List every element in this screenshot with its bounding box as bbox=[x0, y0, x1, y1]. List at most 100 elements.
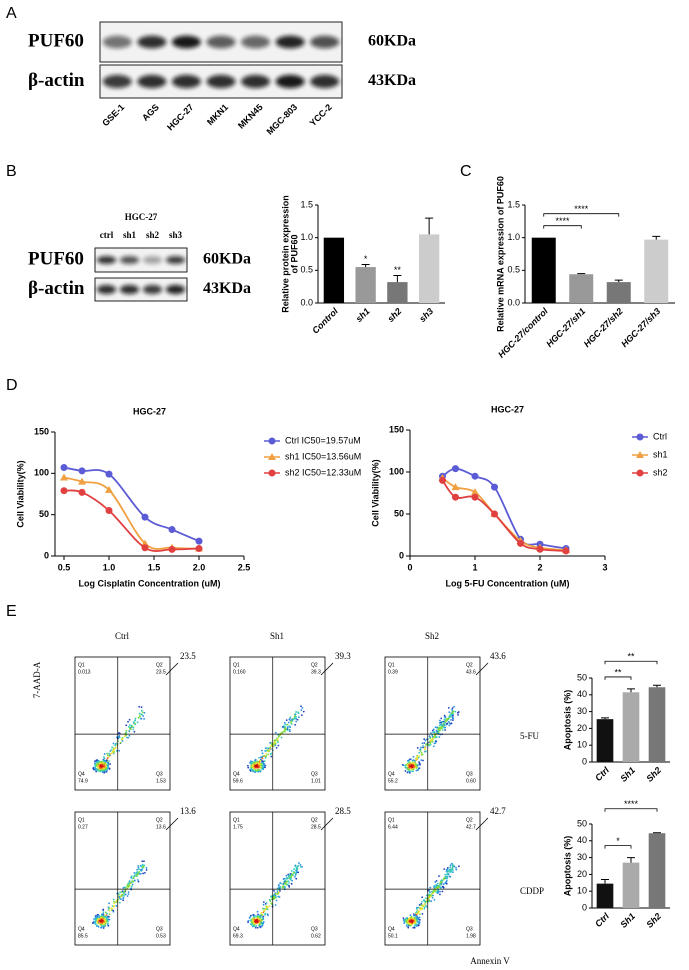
event-dot bbox=[143, 718, 145, 720]
event-dot bbox=[438, 875, 440, 877]
blot-band bbox=[96, 284, 117, 295]
event-dot bbox=[112, 898, 115, 901]
panel-label: B bbox=[6, 163, 17, 180]
event-dot bbox=[131, 883, 134, 886]
event-dot bbox=[102, 756, 105, 758]
event-dot bbox=[439, 729, 441, 732]
event-dot bbox=[288, 882, 291, 884]
event-dot bbox=[265, 902, 268, 904]
quadrant-name: Q1 bbox=[388, 817, 395, 823]
event-dot bbox=[250, 760, 252, 763]
event-dot bbox=[101, 920, 104, 923]
event-dot bbox=[415, 911, 418, 913]
event-dot bbox=[445, 880, 448, 882]
quadrant-name: Q3 bbox=[156, 771, 163, 777]
bar bbox=[569, 274, 594, 303]
event-dot bbox=[106, 912, 108, 915]
event-dot bbox=[251, 921, 253, 924]
event-dot bbox=[405, 918, 408, 921]
error-bar bbox=[652, 235, 661, 240]
marker bbox=[491, 483, 498, 491]
event-dot bbox=[444, 726, 447, 729]
event-dot bbox=[125, 729, 128, 732]
error-bar bbox=[361, 263, 370, 268]
blot-band bbox=[142, 284, 163, 295]
event-dot bbox=[274, 739, 276, 742]
event-dot bbox=[100, 760, 103, 763]
event-dot bbox=[257, 915, 260, 918]
event-dot bbox=[254, 926, 257, 929]
significance-bracket bbox=[604, 845, 632, 849]
event-dot bbox=[279, 882, 282, 884]
curve bbox=[441, 477, 567, 552]
marker bbox=[141, 513, 149, 521]
event-dot bbox=[104, 911, 107, 914]
event-dot bbox=[295, 715, 298, 718]
y-axis-label: Apoptosis (%) bbox=[562, 836, 572, 897]
event-dot bbox=[284, 725, 286, 728]
quadrant-name: Q2 bbox=[156, 817, 163, 823]
event-dot bbox=[413, 765, 416, 768]
significance-bracket bbox=[604, 660, 658, 665]
event-dot bbox=[108, 909, 111, 912]
event-dot bbox=[275, 899, 278, 902]
event-dot bbox=[434, 881, 437, 883]
quadrant-value: 43.6 bbox=[466, 669, 476, 675]
event-dot bbox=[118, 897, 121, 900]
event-dot bbox=[262, 910, 265, 912]
event-dot bbox=[281, 725, 284, 728]
event-dot bbox=[403, 920, 406, 923]
event-dot bbox=[407, 922, 409, 925]
error-bar bbox=[653, 832, 661, 834]
event-dot bbox=[251, 760, 254, 763]
marker bbox=[451, 483, 460, 491]
event-dot bbox=[256, 769, 259, 771]
marker bbox=[471, 488, 479, 496]
event-dot bbox=[442, 883, 445, 886]
event-dot bbox=[102, 922, 105, 925]
panel-label: A bbox=[6, 5, 17, 22]
event-dot bbox=[262, 911, 265, 914]
event-dot bbox=[297, 871, 300, 874]
event-dot bbox=[139, 872, 141, 875]
quadrant-name: Q1 bbox=[388, 662, 395, 668]
event-dot bbox=[408, 771, 411, 774]
blot-band bbox=[241, 74, 271, 89]
y-tick-label: 0 bbox=[44, 550, 49, 560]
event-dot bbox=[416, 921, 419, 924]
event-dot bbox=[433, 742, 436, 745]
event-dot bbox=[140, 706, 143, 709]
marker bbox=[141, 539, 149, 547]
plot-frame bbox=[384, 811, 481, 946]
event-cloud bbox=[401, 705, 460, 774]
event-dot bbox=[136, 721, 139, 724]
event-dot bbox=[132, 877, 135, 880]
event-dot bbox=[258, 768, 260, 771]
bar bbox=[323, 237, 345, 303]
quadrant-name: Q2 bbox=[156, 662, 163, 668]
event-dot bbox=[419, 748, 421, 751]
event-dot bbox=[415, 925, 418, 927]
event-dot bbox=[277, 891, 280, 894]
event-cloud bbox=[92, 860, 148, 929]
y-tick-label: 1.5 bbox=[507, 199, 520, 209]
event-dot bbox=[434, 735, 437, 738]
event-dot bbox=[294, 723, 297, 726]
event-cloud bbox=[247, 705, 305, 774]
error-bar bbox=[601, 717, 609, 720]
event-dot bbox=[435, 891, 438, 894]
blot-band bbox=[119, 256, 140, 264]
quadrant-name: Q2 bbox=[466, 662, 473, 668]
quadrant-name: Q4 bbox=[388, 771, 395, 777]
quadrant-value: 23.5 bbox=[156, 669, 166, 675]
event-dot bbox=[444, 873, 447, 876]
blot-band bbox=[275, 35, 305, 49]
event-dot bbox=[446, 877, 449, 880]
event-dot bbox=[449, 866, 452, 869]
event-dot bbox=[294, 865, 297, 868]
bar bbox=[622, 862, 640, 908]
event-dot bbox=[144, 872, 146, 874]
event-dot bbox=[430, 890, 433, 893]
event-dot bbox=[425, 900, 428, 903]
error-bar bbox=[627, 857, 635, 863]
